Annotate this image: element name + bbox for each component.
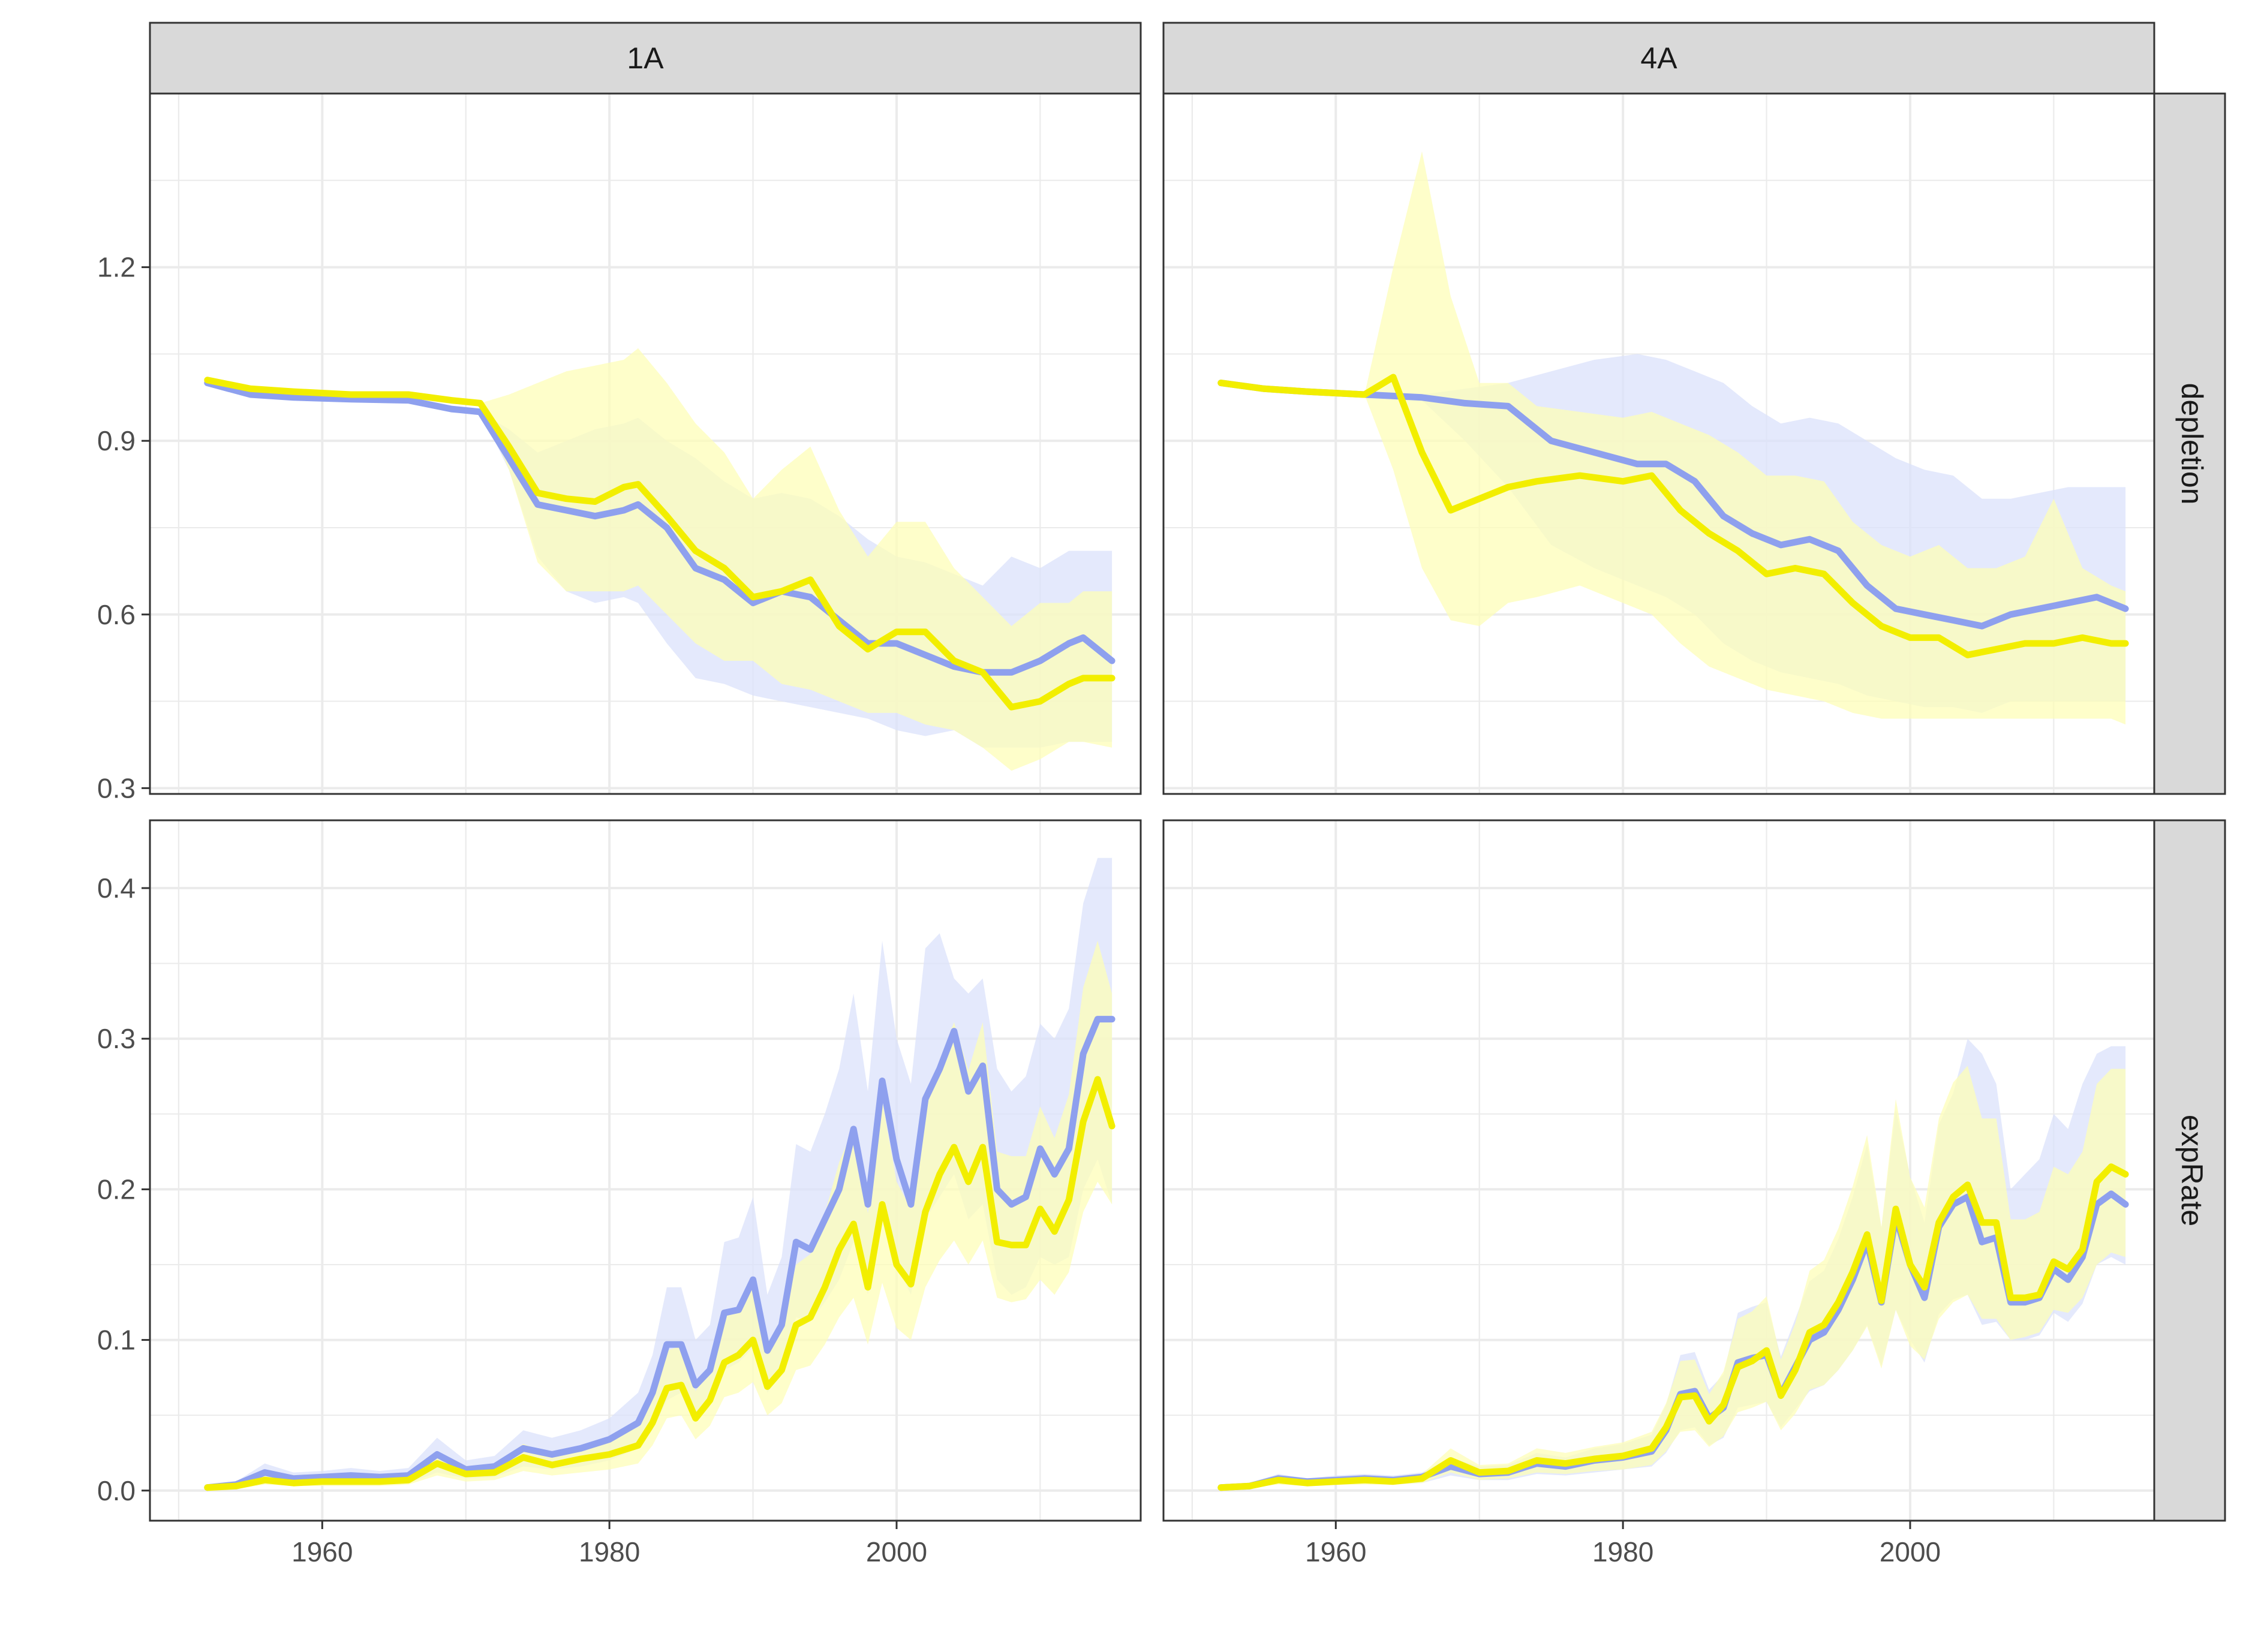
panel-4a-exprate [1162,819,2155,1522]
x-tick-label: 1960 [291,1536,353,1567]
x-tick-label: 2000 [1880,1536,1941,1567]
ribbons [1220,151,2126,725]
ribbon-yellow [207,348,1113,771]
lines [204,377,1116,711]
ribbon-yellow [1220,151,2126,725]
strip-label-row-1: expRate [2175,1115,2209,1226]
series-line-yellow [1217,1163,2129,1491]
panel-4a-depletion [1162,92,2155,795]
strip-label-row-0: depletion [2175,383,2209,505]
y-tick-label: 0.9 [97,425,136,456]
strip-label-col-0: 1A [627,41,664,75]
y-tick-label: 0.6 [97,599,136,630]
axes: 0.3 0.6 0.9 1.2 0.0 0.1 0.2 0.3 0.4 1960 1980 2000 1… [97,252,1941,1567]
panels [149,92,2155,1522]
y-tick-label: 0.1 [97,1325,136,1356]
series-line-yellow [1217,374,2129,658]
ribbon-blue [207,857,1113,1489]
panel-1a-exprate [149,819,1142,1522]
y-tick-label: 1.2 [97,252,136,283]
series-line-yellow [204,377,1116,711]
ribbons [207,348,1113,771]
y-tick-label: 0.3 [97,1023,136,1054]
column-strip-1a: 1A [149,22,1142,95]
series-line-yellow [204,1076,1116,1491]
series-line-blue [204,380,1116,676]
row-strip-depletion: depletion [2153,92,2226,795]
panel-1a-depletion [149,92,1142,795]
y-tick-label: 0.2 [97,1173,136,1205]
y-tick-label: 0.3 [97,772,136,804]
panel-border [149,92,1142,795]
ribbons [1220,1039,2126,1489]
strip-label-col-1: 4A [1640,41,1677,75]
x-tick-label: 2000 [866,1536,927,1567]
panel-border [1162,819,2155,1522]
lines [1217,1163,2129,1491]
x-tick-label: 1980 [1592,1536,1653,1567]
series-line-blue [204,1016,1116,1491]
lines [204,1016,1116,1491]
row-strip-exprate: expRate [2153,819,2226,1522]
panel-border [149,819,1142,1522]
series-line-blue [1217,380,2129,630]
x-tick-label: 1980 [579,1536,640,1567]
x-tick-label: 1960 [1305,1536,1366,1567]
panel-border [1162,92,2155,795]
column-strip-4a: 4A [1162,22,2155,95]
y-tick-label: 0.0 [97,1475,136,1506]
y-tick-label: 0.4 [97,872,136,904]
ribbon-yellow [1220,1066,2126,1489]
lines [1217,374,2129,658]
